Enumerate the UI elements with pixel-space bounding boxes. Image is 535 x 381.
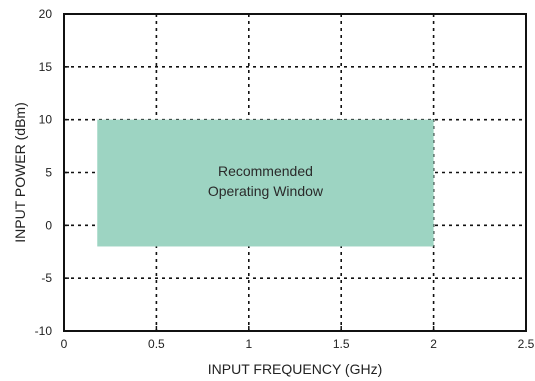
y-tick-label: -5 xyxy=(41,271,52,285)
x-tick-label: 2 xyxy=(430,337,437,351)
y-tick-label: 15 xyxy=(39,60,53,74)
axis-ticks: 0 0.5 1 1.5 2 2.5 -10 -5 0 5 10 15 20 xyxy=(35,7,535,351)
x-tick-label: 0 xyxy=(61,337,68,351)
y-tick-label: 5 xyxy=(45,166,52,180)
operating-window-label-line-2: Operating Window xyxy=(208,183,324,199)
x-tick-label: 2.5 xyxy=(518,337,535,351)
operating-window-region xyxy=(97,119,434,247)
y-axis-label: INPUT POWER (dBm) xyxy=(12,102,28,243)
y-tick-label: -10 xyxy=(35,324,53,338)
x-tick-label: 0.5 xyxy=(148,337,165,351)
y-tick-label: 20 xyxy=(39,7,53,21)
x-tick-label: 1 xyxy=(245,337,252,351)
x-tick-label: 1.5 xyxy=(333,337,350,351)
y-tick-label: 0 xyxy=(45,218,52,232)
y-tick-label: 10 xyxy=(39,113,53,127)
x-axis-label: INPUT FREQUENCY (GHz) xyxy=(208,361,383,377)
operating-window-label-line-1: Recommended xyxy=(218,163,313,179)
